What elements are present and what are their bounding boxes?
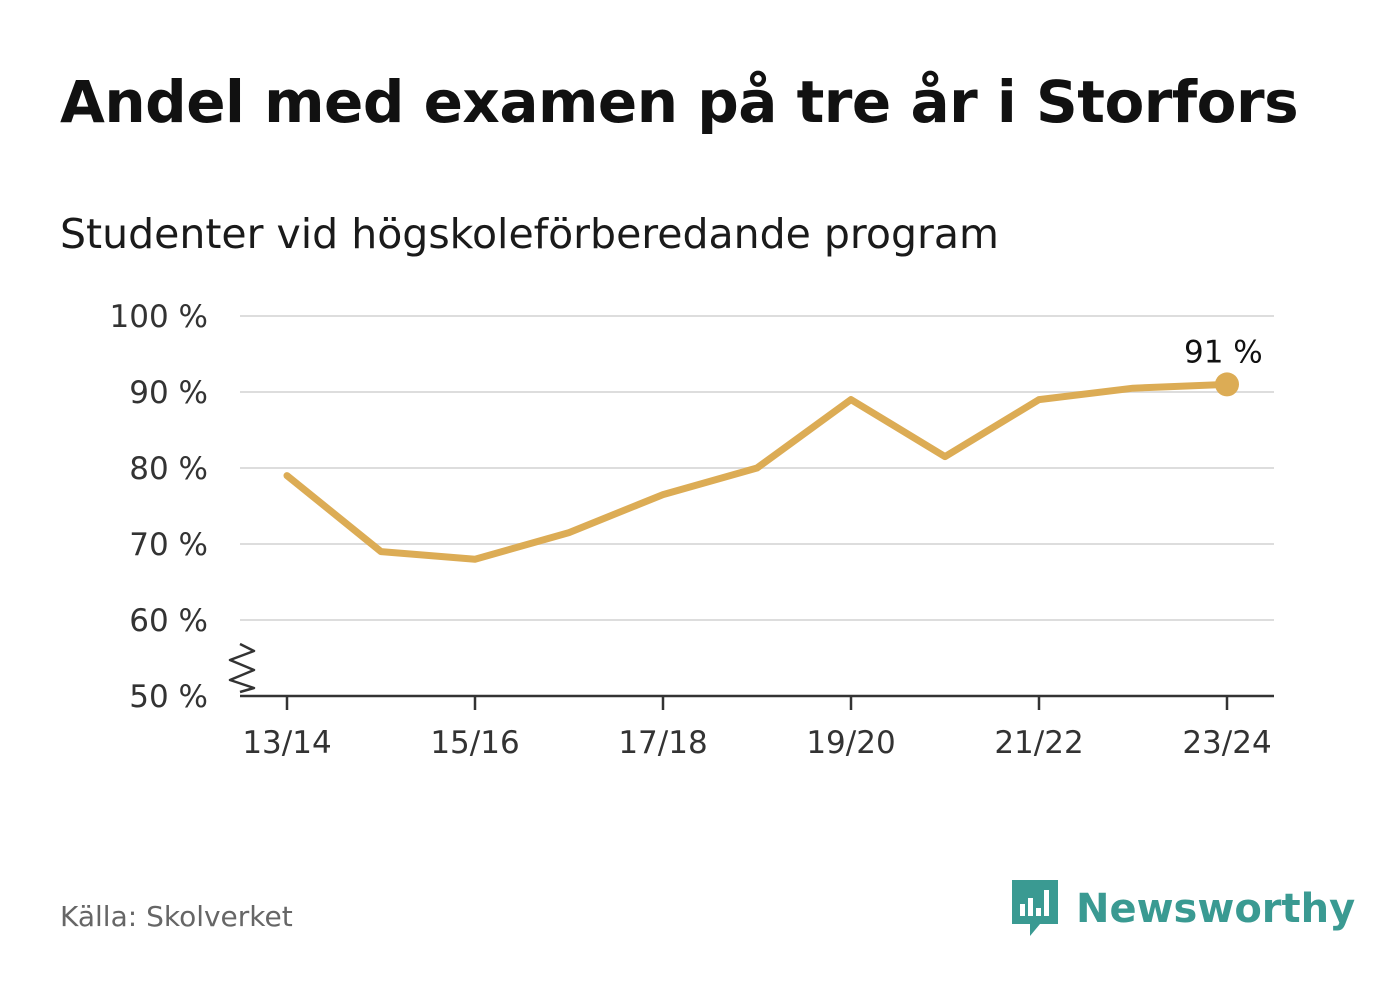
y-tick-label: 70 % [129,527,208,563]
chart-subtitle: Studenter vid högskoleförberedande progr… [60,210,999,258]
data-labels: 91 % [1184,334,1263,370]
chart-title: Andel med examen på tre år i Storfors [60,68,1299,136]
y-tick-label: 50 % [129,679,208,715]
x-tick-label: 23/24 [1182,725,1271,761]
x-tick-label: 17/18 [618,725,707,761]
x-tick-label: 21/22 [994,725,1083,761]
end-point-marker [1215,372,1239,397]
y-axis-tick-labels: 50 % 60 % 70 % 80 % 90 % 100 % [110,299,208,715]
x-tick-label: 15/16 [430,725,519,761]
newsworthy-chart-icon [1012,880,1058,936]
y-tick-label: 90 % [129,375,208,411]
x-tick-label: 13/14 [242,725,331,761]
x-axis: 13/14 15/16 17/18 19/20 21/22 23/24 [228,642,1274,761]
series-line-path [283,380,1231,563]
series-line [283,372,1239,563]
brand-name: Newsworthy [1076,886,1356,932]
y-tick-label: 60 % [129,603,208,639]
end-value-label: 91 % [1184,334,1263,370]
y-tick-label: 80 % [129,451,208,487]
axis-break-marker [228,642,256,694]
x-tick-label: 19/20 [806,725,895,761]
source-note: Källa: Skolverket [60,900,293,933]
brand-logo: Newsworthy [1010,878,1355,940]
y-tick-label: 100 % [110,299,208,335]
